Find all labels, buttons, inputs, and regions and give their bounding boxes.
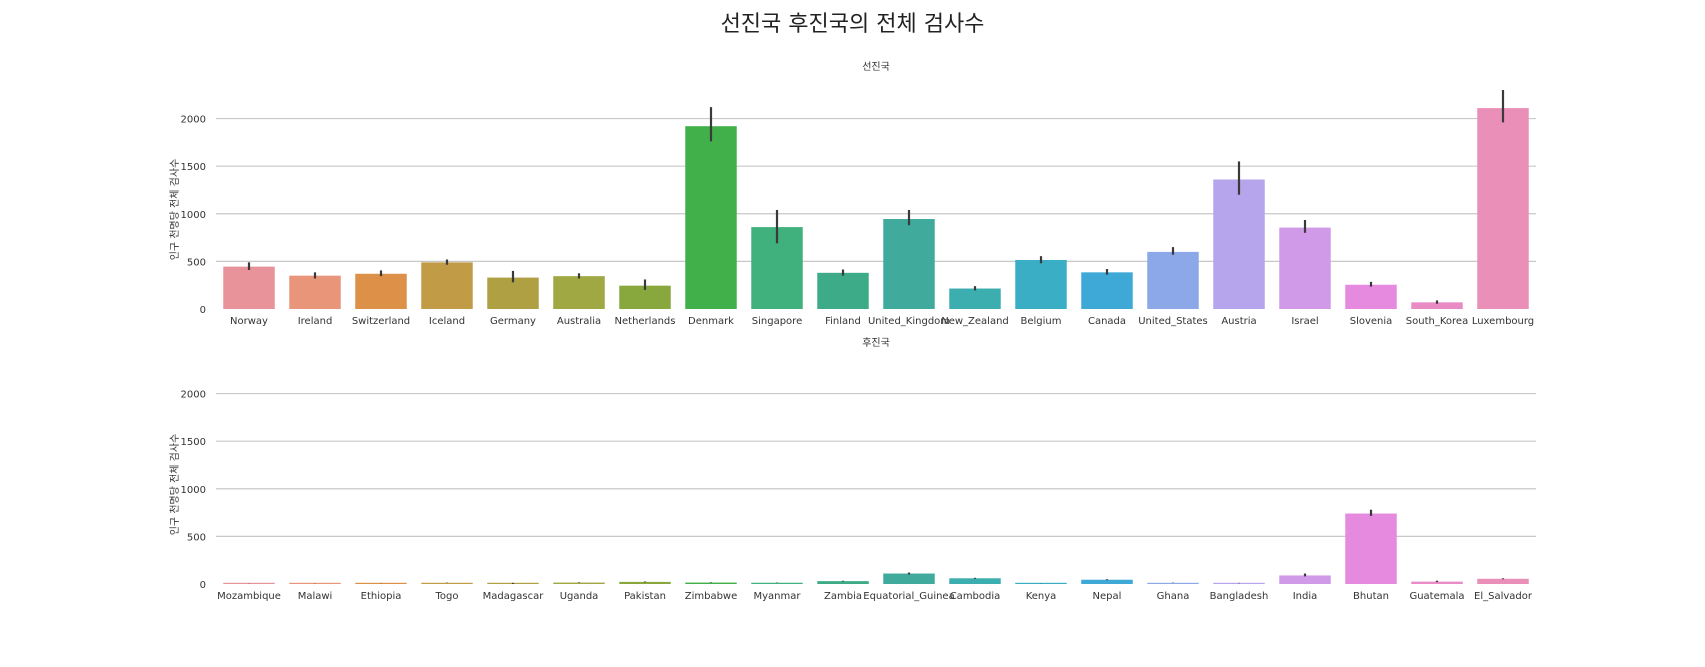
bar-Mozambique	[223, 582, 275, 584]
bar-India	[1279, 575, 1331, 584]
bar-South_Korea	[1411, 302, 1463, 309]
x-tick-label: El_Salvador	[1474, 591, 1533, 602]
x-tick-label: Finland	[825, 316, 861, 327]
panel-title: 선진국	[862, 61, 890, 73]
bar-Ethiopia	[355, 582, 407, 584]
x-tick-label: Guatemala	[1409, 591, 1464, 602]
x-tick-label: Togo	[435, 591, 459, 602]
bar-Norway	[223, 266, 275, 309]
bar-Israel	[1279, 227, 1331, 309]
bar-Bhutan	[1345, 513, 1397, 584]
y-tick-label: 0	[200, 580, 206, 591]
x-tick-label: Zambia	[824, 591, 862, 602]
y-tick-label: 1500	[181, 162, 206, 173]
bar-Ireland	[289, 275, 341, 309]
x-tick-label: Australia	[557, 316, 601, 327]
page-title: 선진국 후진국의 전체 검사수	[720, 12, 985, 37]
bar-Luxembourg	[1477, 108, 1529, 309]
x-tick-label: India	[1293, 591, 1318, 602]
y-tick-label: 500	[187, 257, 206, 268]
panel-title: 후진국	[862, 337, 890, 349]
x-tick-label: Israel	[1291, 316, 1318, 327]
x-tick-label: Madagascar	[483, 591, 545, 602]
bar-Zambia	[817, 581, 869, 584]
y-tick-label: 1000	[181, 210, 206, 221]
x-tick-label: Ghana	[1157, 591, 1190, 602]
bar-Switzerland	[355, 273, 407, 309]
bar-Cambodia	[949, 578, 1001, 584]
bar-Finland	[817, 272, 869, 309]
y-tick-label: 2000	[181, 115, 206, 126]
y-tick-label: 500	[187, 532, 206, 543]
x-tick-label: Canada	[1088, 316, 1126, 327]
x-tick-label: Ethiopia	[361, 591, 402, 602]
bar-Kenya	[1015, 582, 1067, 584]
bar-Germany	[487, 277, 539, 309]
bar-Belgium	[1015, 259, 1067, 309]
x-tick-label: Belgium	[1021, 316, 1062, 327]
x-tick-label: Austria	[1221, 316, 1256, 327]
x-tick-label: Bhutan	[1353, 591, 1389, 602]
bar-Uganda	[553, 582, 605, 584]
bar-Ghana	[1147, 582, 1199, 584]
bar-Guatemala	[1411, 581, 1463, 584]
y-tick-label: 1500	[181, 437, 206, 448]
bar-Togo	[421, 582, 473, 584]
bar-Nepal	[1081, 579, 1133, 584]
x-tick-label: Nepal	[1093, 591, 1122, 602]
x-tick-label: Germany	[490, 316, 536, 327]
y-axis-label: 인구 천명당 전체 검사수	[169, 159, 181, 261]
x-tick-label: South_Korea	[1406, 316, 1468, 327]
x-tick-label: Ireland	[298, 316, 333, 327]
x-tick-label: United_Kingdom	[868, 316, 950, 327]
bar-Austria	[1213, 179, 1265, 309]
x-tick-label: Uganda	[560, 591, 599, 602]
bar-Myanmar	[751, 582, 803, 584]
x-tick-label: Bangladesh	[1210, 591, 1269, 602]
x-tick-label: Equatorial_Guinea	[863, 591, 954, 602]
y-tick-label: 0	[200, 305, 206, 316]
x-tick-label: Kenya	[1026, 591, 1057, 602]
x-tick-label: Mozambique	[217, 591, 281, 602]
x-tick-label: Malawi	[298, 591, 333, 602]
y-tick-label: 2000	[181, 390, 206, 401]
bar-Canada	[1081, 272, 1133, 309]
x-tick-label: Switzerland	[352, 316, 410, 327]
bar-United_States	[1147, 251, 1199, 309]
bar-Pakistan	[619, 581, 671, 584]
x-tick-label: Zimbabwe	[685, 591, 738, 602]
bar-United_Kingdom	[883, 219, 935, 309]
bar-Malawi	[289, 582, 341, 584]
bar-Equatorial_Guinea	[883, 573, 935, 584]
bar-Australia	[553, 276, 605, 309]
x-tick-label: Norway	[230, 316, 268, 327]
bar-Iceland	[421, 262, 473, 309]
x-tick-label: United_States	[1138, 316, 1208, 327]
x-tick-label: Pakistan	[624, 591, 666, 602]
y-tick-label: 1000	[181, 485, 206, 496]
x-tick-label: Slovenia	[1350, 316, 1393, 327]
x-tick-label: New_Zealand	[941, 316, 1009, 327]
bar-El_Salvador	[1477, 578, 1529, 584]
bar-Zimbabwe	[685, 582, 737, 584]
y-axis-label: 인구 천명당 전체 검사수	[169, 434, 181, 536]
x-tick-label: Cambodia	[950, 591, 1001, 602]
bar-Netherlands	[619, 285, 671, 309]
x-tick-label: Denmark	[688, 316, 734, 327]
bar-Slovenia	[1345, 284, 1397, 309]
bar-New_Zealand	[949, 288, 1001, 309]
x-tick-label: Netherlands	[615, 316, 676, 327]
bar-Bangladesh	[1213, 582, 1265, 584]
x-tick-label: Iceland	[429, 316, 465, 327]
x-tick-label: Singapore	[752, 316, 802, 327]
x-tick-label: Luxembourg	[1472, 316, 1534, 327]
bar-Denmark	[685, 126, 737, 309]
x-tick-label: Myanmar	[754, 591, 802, 602]
